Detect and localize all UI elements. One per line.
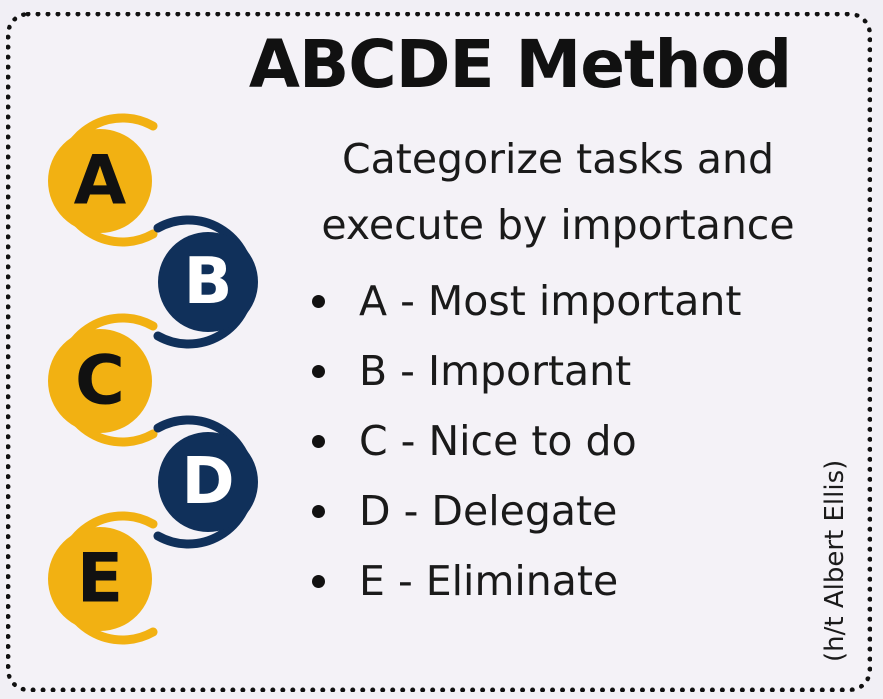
badge-b: B — [153, 215, 258, 349]
subtitle: Categorize tasks and execute by importan… — [268, 126, 848, 258]
badge-a: A — [48, 113, 158, 247]
bullet-icon — [312, 434, 325, 448]
badge-d: D — [153, 415, 258, 549]
list-item: C - Nice to do — [312, 406, 741, 476]
list-item: D - Delegate — [312, 476, 741, 546]
badge-d-letter: D — [181, 445, 234, 519]
badge-e-letter: E — [77, 540, 123, 619]
list-item-text: A - Most important — [359, 277, 742, 325]
list-item-text: E - Eliminate — [359, 557, 619, 605]
bullet-icon — [312, 364, 325, 378]
list-item-text: C - Nice to do — [359, 417, 637, 465]
bullet-icon — [312, 504, 325, 518]
list-item-text: B - Important — [359, 347, 632, 395]
credit-text: (h/t Albert Ellis) — [820, 459, 850, 662]
subtitle-line-1: Categorize tasks and — [341, 135, 775, 183]
list-item: A - Most important — [312, 266, 741, 336]
badge-b-letter: B — [184, 245, 233, 319]
list-item: E - Eliminate — [312, 546, 741, 616]
badge-c-letter: C — [75, 342, 125, 421]
badge-e: E — [48, 511, 158, 645]
list-item: B - Important — [312, 336, 741, 406]
category-list: A - Most important B - Important C - Nic… — [312, 266, 741, 616]
list-item-text: D - Delegate — [359, 487, 618, 535]
badge-c: C — [48, 313, 158, 447]
badge-a-letter: A — [74, 142, 127, 221]
subtitle-line-2: execute by importance — [321, 201, 795, 249]
bullet-icon — [312, 574, 325, 588]
page-title: ABCDE Method — [248, 26, 792, 103]
bullet-icon — [312, 294, 325, 308]
